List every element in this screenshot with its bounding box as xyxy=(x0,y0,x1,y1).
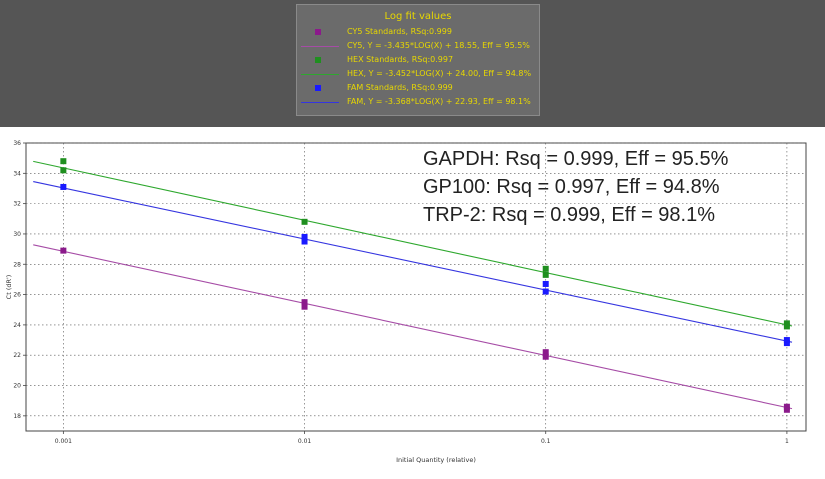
y-tick-label: 34 xyxy=(13,170,21,177)
data-point-fam xyxy=(783,337,790,344)
x-tick-label: 0.001 xyxy=(55,438,72,445)
y-tick-label: 28 xyxy=(13,261,21,268)
annotation-text: GP100: Rsq = 0.997, Eff = 94.8% xyxy=(423,176,720,198)
legend-entry-text: HEX Standards, RSq:0.997 xyxy=(347,55,454,64)
data-point-hex xyxy=(542,271,549,278)
data-point-fam xyxy=(60,183,67,190)
legend-line-1 xyxy=(301,46,339,47)
legend-entry-text: HEX, Y = -3.452*LOG(X) + 24.00, Eff = 94… xyxy=(347,69,532,78)
y-axis-title: Ct (dR') xyxy=(5,275,13,300)
data-point-hex xyxy=(60,158,67,165)
data-point-fam xyxy=(542,288,549,295)
y-tick-label: 24 xyxy=(13,322,21,329)
legend-title: Log fit values xyxy=(384,11,452,22)
legend-entry-text: FAM Standards, RSq:0.999 xyxy=(347,83,453,92)
legend-marker-4 xyxy=(315,85,321,91)
legend-entry-text: CY5, Y = -3.435*LOG(X) + 18.55, Eff = 95… xyxy=(347,41,530,50)
y-tick-label: 30 xyxy=(13,231,21,238)
legend-entry-text: CY5 Standards, RSq:0.999 xyxy=(347,27,452,36)
y-tick-label: 36 xyxy=(13,140,21,147)
data-point-hex xyxy=(783,323,790,330)
legend-box: Log fit values CY5 Standards, RSq:0.999 C… xyxy=(296,4,540,116)
y-tick-label: 20 xyxy=(13,383,21,390)
data-point-fam xyxy=(783,340,790,347)
plot-area xyxy=(25,142,807,432)
data-point-cy5 xyxy=(542,349,549,356)
y-tick-label: 22 xyxy=(13,352,21,359)
y-tick-label: 26 xyxy=(13,292,21,299)
chart-svg: 18 20 22 24 26 28 30 32 34 36 0.001 0.01 0.1 1 Initial… xyxy=(5,140,807,464)
data-point-fam xyxy=(301,238,308,245)
y-tick-label: 18 xyxy=(13,413,21,420)
x-tick-label: 0.01 xyxy=(298,438,312,445)
data-point-hex xyxy=(542,265,549,272)
plot-panel: 18 20 22 24 26 28 30 32 34 36 0.001 0.01 0.1 1 Initial… xyxy=(0,127,825,479)
data-point-cy5 xyxy=(301,303,308,310)
data-point-cy5 xyxy=(783,406,790,413)
fit-line-fam xyxy=(33,181,793,343)
data-point-hex xyxy=(301,218,308,225)
legend-marker-0 xyxy=(315,29,321,35)
data-point-cy5 xyxy=(783,403,790,410)
fit-line-cy5 xyxy=(33,244,793,410)
data-point-fam xyxy=(301,233,308,240)
annotation-text: TRP-2: Rsq = 0.999, Eff = 98.1% xyxy=(423,204,715,226)
data-point-cy5 xyxy=(60,247,67,254)
data-point-cy5 xyxy=(301,299,308,306)
x-tick-label: 1 xyxy=(785,438,789,445)
legend-line-5 xyxy=(301,102,339,103)
x-axis-title: Initial Quantity (relative) xyxy=(396,456,476,464)
legend-marker-2 xyxy=(315,57,321,63)
y-tick-label: 32 xyxy=(13,201,21,208)
legend-line-3 xyxy=(301,74,339,75)
x-tick-label: 0.1 xyxy=(541,438,551,445)
data-point-fam xyxy=(542,280,549,287)
data-point-hex xyxy=(783,320,790,327)
legend-entry-text: FAM, Y = -3.368*LOG(X) + 22.93, Eff = 98… xyxy=(347,97,531,106)
data-point-cy5 xyxy=(542,353,549,360)
data-point-hex xyxy=(60,167,67,174)
fit-line-hex xyxy=(33,160,793,327)
annotation-text: GAPDH: Rsq = 0.999, Eff = 95.5% xyxy=(423,148,729,170)
